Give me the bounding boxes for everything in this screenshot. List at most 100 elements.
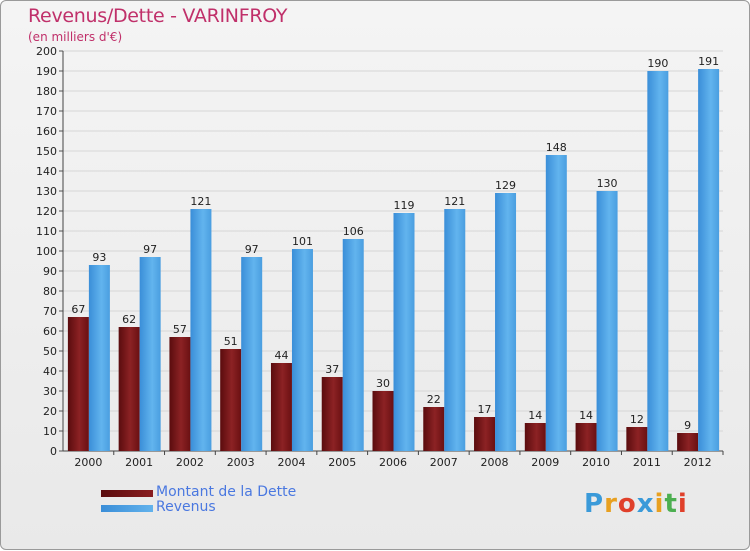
data-label-dette: 9 — [684, 419, 691, 432]
data-label-revenus: 106 — [343, 225, 364, 238]
x-tick-label: 2012 — [684, 456, 712, 469]
data-label-revenus: 130 — [597, 177, 618, 190]
y-tick-label: 50 — [43, 345, 57, 358]
bar-dette — [372, 391, 394, 451]
data-label-dette: 51 — [224, 335, 238, 348]
data-label-revenus: 121 — [444, 195, 465, 208]
legend-swatch-revenus — [101, 505, 153, 512]
bar-dette — [575, 423, 597, 451]
x-tick-label: 2010 — [582, 456, 610, 469]
bar-revenus — [88, 265, 110, 451]
y-tick-label: 110 — [36, 225, 57, 238]
bar-revenus — [190, 209, 212, 451]
y-tick-label: 10 — [43, 425, 57, 438]
y-tick-label: 100 — [36, 245, 57, 258]
data-label-revenus: 97 — [143, 243, 157, 256]
bar-dette — [474, 417, 496, 451]
x-tick-label: 2005 — [328, 456, 356, 469]
chart-title: Revenus/Dette - VARINFROY — [28, 5, 288, 27]
data-label-revenus: 121 — [190, 195, 211, 208]
data-label-dette: 14 — [528, 409, 542, 422]
data-label-dette: 14 — [579, 409, 593, 422]
bar-dette — [67, 317, 89, 451]
data-label-dette: 67 — [71, 303, 85, 316]
legend-label-dette: Montant de la Dette — [156, 484, 297, 500]
y-tick-label: 190 — [36, 65, 57, 78]
x-tick-label: 2011 — [633, 456, 661, 469]
bar-dette — [524, 423, 546, 451]
bar-revenus — [545, 155, 567, 451]
x-tick-label: 2003 — [227, 456, 255, 469]
logo-letter: t — [664, 489, 678, 519]
data-label-revenus: 191 — [698, 55, 719, 68]
data-label-dette: 17 — [478, 403, 492, 416]
bar-revenus — [291, 249, 313, 451]
bar-revenus — [342, 239, 364, 451]
data-label-revenus: 119 — [394, 199, 415, 212]
logo-letter: i — [654, 489, 665, 519]
data-label-dette: 62 — [122, 313, 136, 326]
data-label-dette: 22 — [427, 393, 441, 406]
bar-dette — [423, 407, 445, 451]
bar-revenus — [698, 69, 720, 451]
x-tick-label: 2001 — [125, 456, 153, 469]
data-label-revenus: 148 — [546, 141, 567, 154]
bar-dette — [220, 349, 242, 451]
bar-revenus — [444, 209, 466, 451]
bar-dette — [321, 377, 343, 451]
bar-dette — [169, 337, 191, 451]
bar-dette — [118, 327, 140, 451]
data-label-dette: 30 — [376, 377, 390, 390]
bar-dette — [270, 363, 292, 451]
y-tick-label: 70 — [43, 305, 57, 318]
bar-revenus — [393, 213, 415, 451]
bar-revenus — [139, 257, 161, 451]
x-tick-label: 2008 — [481, 456, 509, 469]
bar-revenus — [241, 257, 263, 451]
x-tick-label: 2004 — [277, 456, 305, 469]
logo-letter: x — [636, 489, 655, 519]
bar-dette — [677, 433, 699, 451]
x-tick-label: 2000 — [74, 456, 102, 469]
y-tick-label: 20 — [43, 405, 57, 418]
legend-label-revenus: Revenus — [156, 499, 216, 515]
y-tick-label: 120 — [36, 205, 57, 218]
bar-revenus — [596, 191, 618, 451]
bar-dette — [626, 427, 648, 451]
y-tick-label: 0 — [50, 445, 57, 458]
data-label-dette: 57 — [173, 323, 187, 336]
y-tick-label: 80 — [43, 285, 57, 298]
logo-letter: r — [604, 489, 618, 519]
chart-subtitle: (en milliers d'€) — [28, 30, 123, 44]
y-tick-label: 90 — [43, 265, 57, 278]
data-label-revenus: 97 — [245, 243, 259, 256]
proxiti-logo: Proxiti — [584, 489, 688, 519]
y-tick-label: 150 — [36, 145, 57, 158]
y-tick-label: 130 — [36, 185, 57, 198]
y-tick-label: 40 — [43, 365, 57, 378]
y-tick-label: 160 — [36, 125, 57, 138]
y-tick-label: 30 — [43, 385, 57, 398]
data-label-dette: 44 — [274, 349, 288, 362]
logo-letter: P — [584, 489, 605, 519]
x-tick-label: 2009 — [531, 456, 559, 469]
legend-swatch-dette — [101, 490, 153, 497]
data-label-revenus: 129 — [495, 179, 516, 192]
data-label-dette: 37 — [325, 363, 339, 376]
data-label-dette: 12 — [630, 413, 644, 426]
y-tick-label: 60 — [43, 325, 57, 338]
y-tick-label: 200 — [36, 45, 57, 58]
data-label-revenus: 93 — [92, 251, 106, 264]
data-label-revenus: 190 — [647, 57, 668, 70]
data-label-revenus: 101 — [292, 235, 313, 248]
logo-letter: o — [617, 489, 637, 519]
y-tick-label: 170 — [36, 105, 57, 118]
y-tick-label: 180 — [36, 85, 57, 98]
y-tick-label: 140 — [36, 165, 57, 178]
x-tick-label: 2007 — [430, 456, 458, 469]
x-tick-label: 2006 — [379, 456, 407, 469]
logo-letter: i — [677, 489, 688, 519]
bar-revenus — [647, 71, 669, 451]
